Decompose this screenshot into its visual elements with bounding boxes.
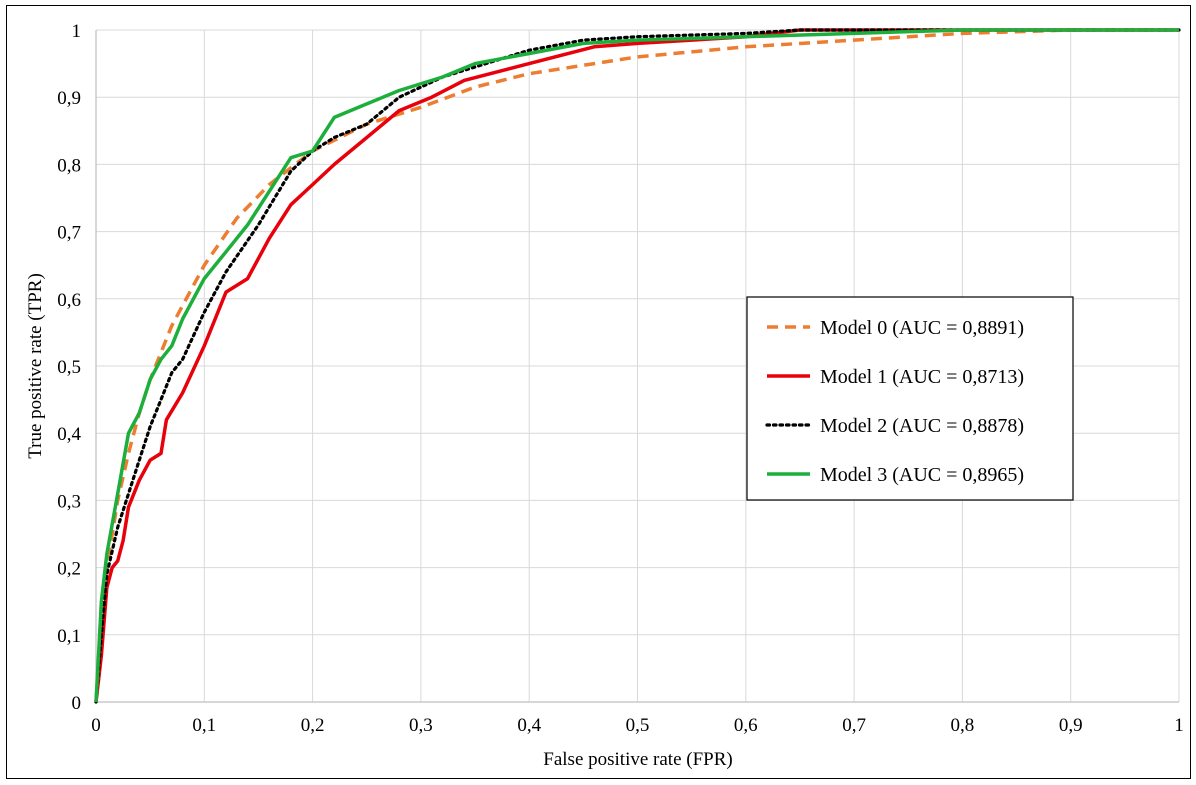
y-tick-label: 0,1 [57,626,81,647]
legend-label-model-3: Model 3 (AUC = 0,8965) [820,464,1024,486]
legend: Model 0 (AUC = 0,8891) Model 1 (AUC = 0,8… [746,296,1074,501]
x-tick-labels: 0 0,1 0,2 0,3 0,4 0,5 0,6 0,7 0,8 0,9 1 [91,715,1184,736]
y-axis-title: True positive rate (TPR) [25,273,46,459]
series-line-model-3 [94,28,1179,703]
y-tick-label: 1 [72,21,82,42]
x-tick-label: 0,7 [842,715,866,736]
x-tick-label: 1 [1174,715,1184,736]
x-tick-label: 0,1 [192,715,216,736]
series-line-model-2 [94,28,1181,704]
y-tick-labels: 0 0,1 0,2 0,3 0,4 0,5 0,6 0,7 0,8 0,9 1 [57,21,81,714]
y-tick-label: 0,8 [57,155,81,176]
series-line-model-0 [94,28,1179,703]
series-line-model-1 [94,28,1179,703]
y-tick-label: 0,4 [57,424,81,445]
x-tick-label: 0,9 [1059,715,1083,736]
x-tick-label: 0,8 [951,715,975,736]
x-tick-label: 0 [91,715,101,736]
legend-label-model-2: Model 2 (AUC = 0,8878) [820,415,1024,437]
legend-box [746,296,1074,501]
x-tick-label: 0,6 [734,715,758,736]
y-tick-label: 0,3 [57,491,81,512]
y-tick-label: 0,2 [57,559,81,580]
series-lines [94,28,1181,704]
x-tick-label: 0,3 [409,715,433,736]
y-tick-label: 0,7 [57,223,81,244]
x-tick-label: 0,4 [517,715,541,736]
x-tick-label: 0,5 [626,715,650,736]
y-tick-label: 0,6 [57,290,81,311]
legend-label-model-0: Model 0 (AUC = 0,8891) [820,317,1024,339]
y-tick-label: 0,5 [57,357,81,378]
y-tick-label: 0,9 [57,88,81,109]
y-tick-label: 0 [72,693,82,714]
x-axis-title: False positive rate (FPR) [543,749,732,770]
legend-label-model-1: Model 1 (AUC = 0,8713) [820,366,1024,388]
axes [95,30,1179,703]
x-tick-label: 0,2 [301,715,325,736]
